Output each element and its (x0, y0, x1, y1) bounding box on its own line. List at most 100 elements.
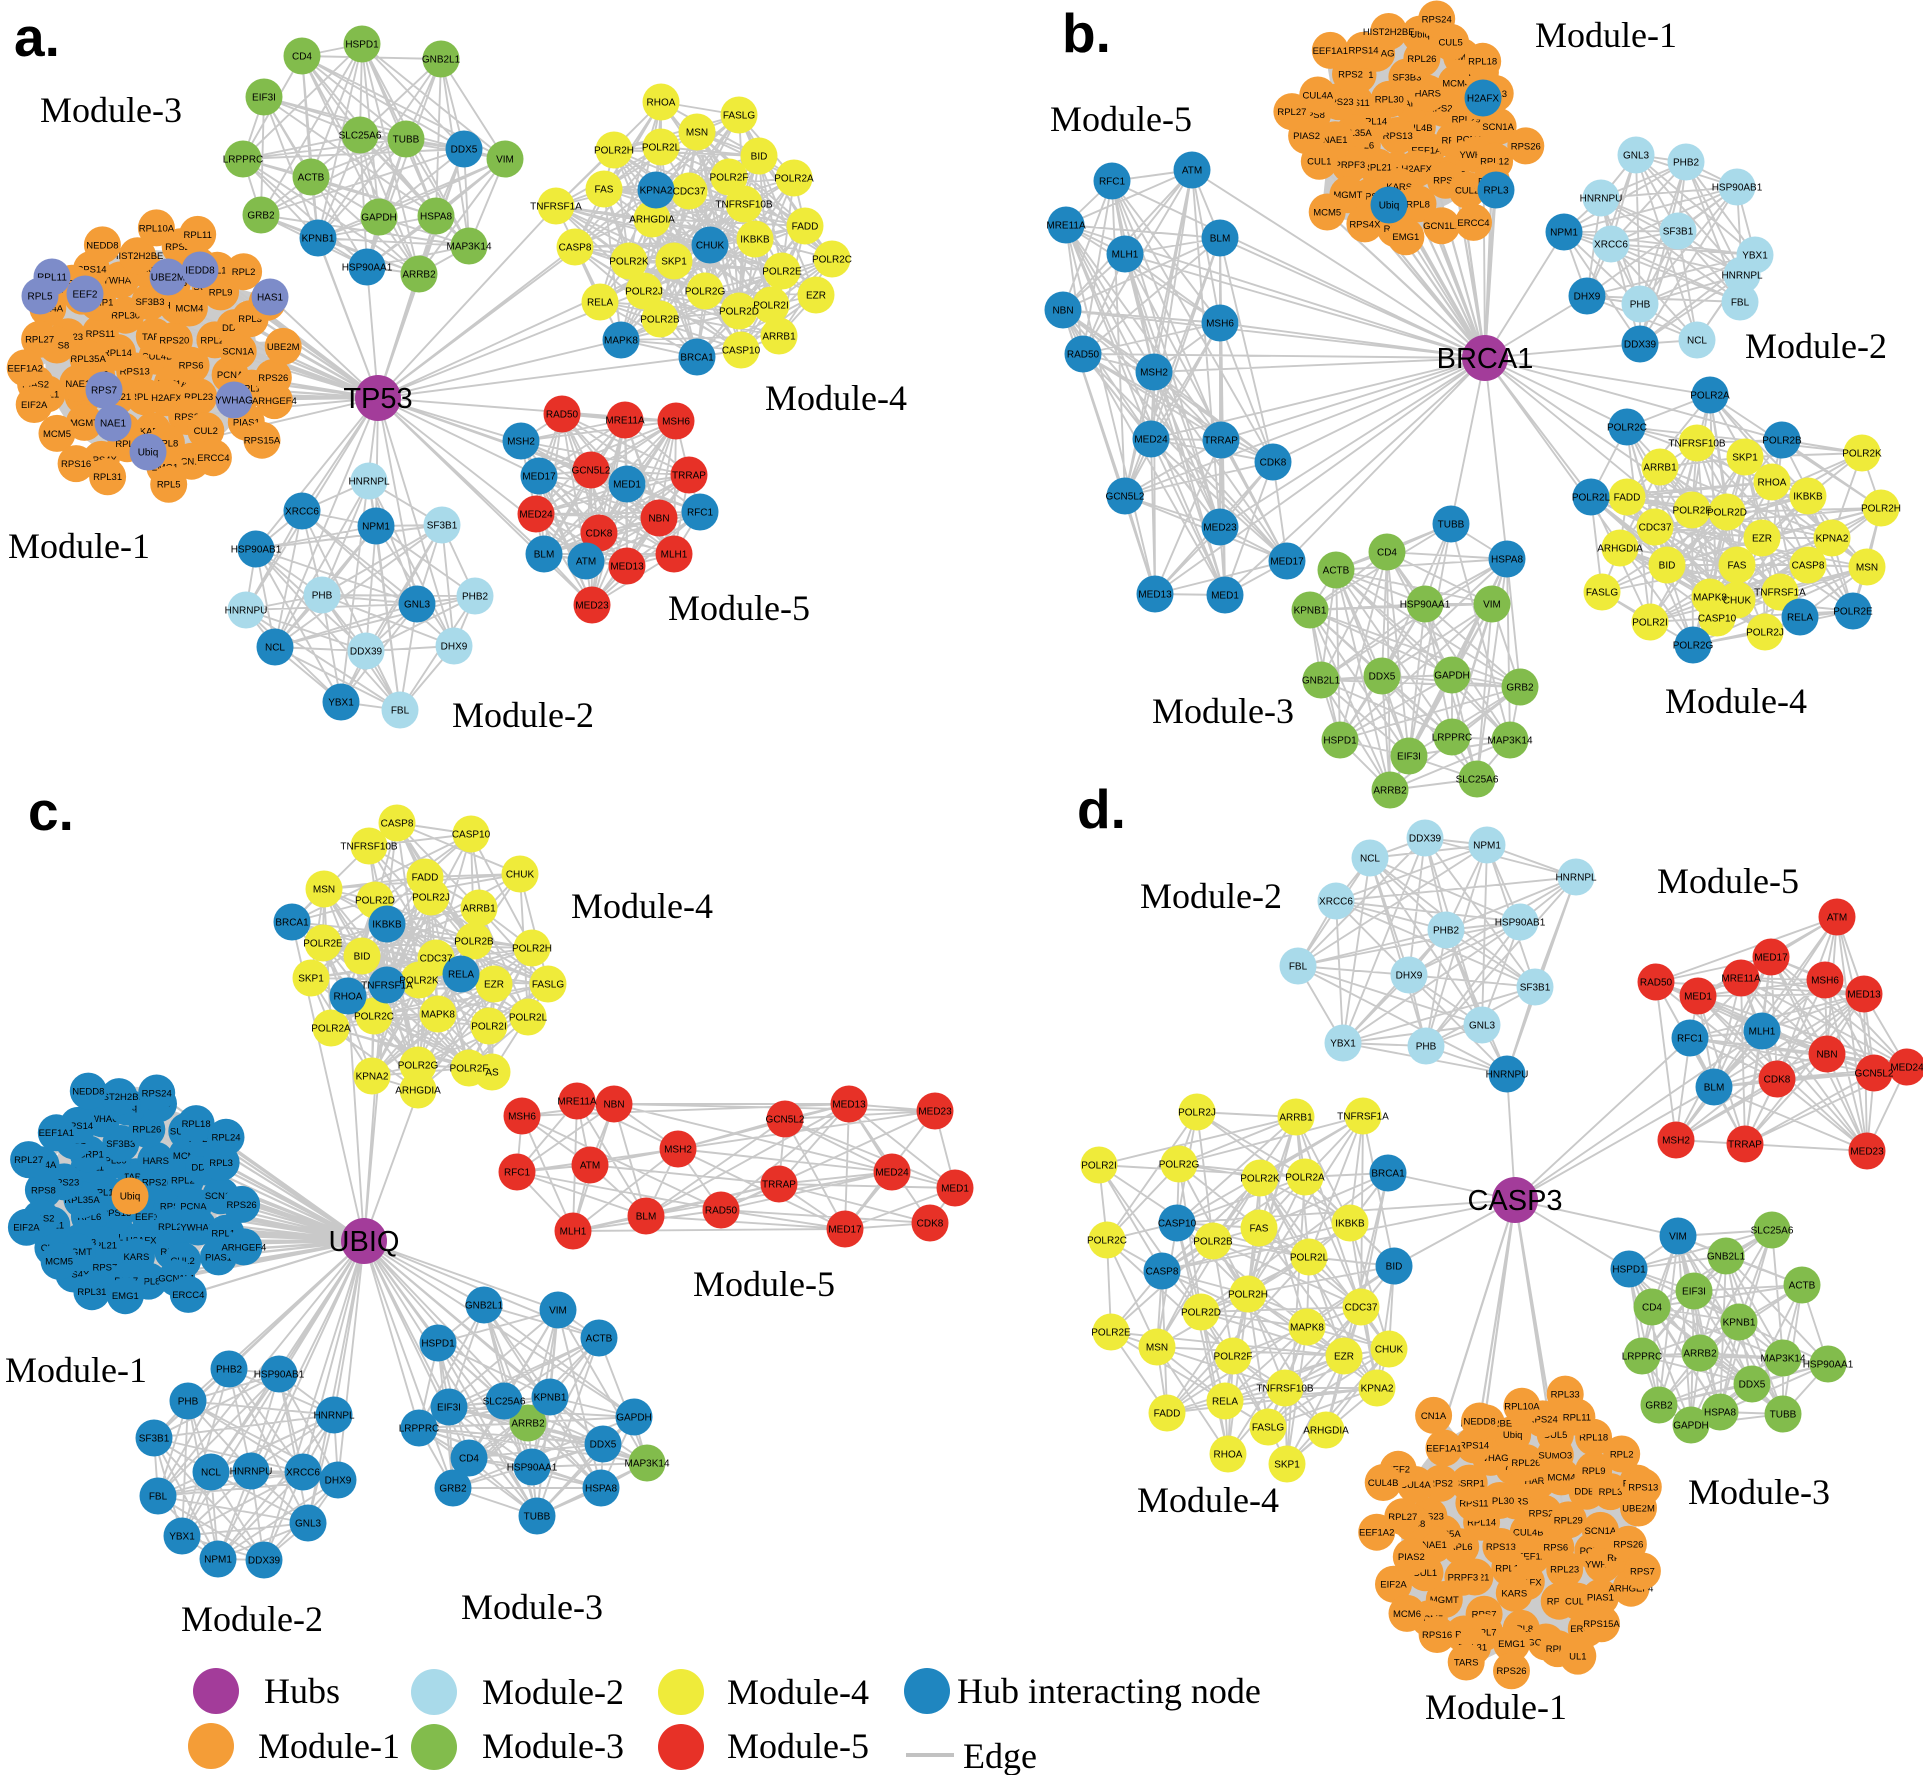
svg-text:RPL11: RPL11 (1563, 1413, 1591, 1424)
svg-text:RHOA: RHOA (1758, 477, 1787, 488)
svg-text:EIF3I: EIF3I (437, 1402, 461, 1413)
svg-text:TRRAP: TRRAP (1728, 1139, 1762, 1150)
svg-text:GNL3: GNL3 (404, 599, 431, 610)
svg-text:Hubs: Hubs (264, 1671, 340, 1711)
svg-text:Ubiq: Ubiq (1379, 200, 1400, 211)
svg-text:MED23: MED23 (575, 600, 609, 611)
svg-text:SCN1A: SCN1A (1585, 1526, 1617, 1537)
svg-text:DDX39: DDX39 (1624, 339, 1657, 350)
svg-text:BID: BID (354, 951, 371, 962)
svg-text:HSPA8: HSPA8 (420, 211, 452, 222)
svg-text:GCN5L2: GCN5L2 (1106, 491, 1145, 502)
svg-text:YBX1: YBX1 (328, 697, 354, 708)
svg-text:TARS: TARS (1454, 1657, 1479, 1668)
svg-text:GNB2L1: GNB2L1 (1302, 675, 1341, 686)
svg-text:POLR2C: POLR2C (1087, 1235, 1127, 1246)
svg-text:RPS26: RPS26 (227, 1200, 257, 1211)
svg-text:SF3B1: SF3B1 (1520, 982, 1551, 993)
svg-text:RPS14: RPS14 (1459, 1440, 1489, 1451)
svg-text:ERCC4: ERCC4 (172, 1290, 204, 1301)
svg-text:KPNA2: KPNA2 (1361, 1383, 1394, 1394)
svg-text:MED13: MED13 (1138, 589, 1172, 600)
svg-text:RPL3: RPL3 (1599, 1487, 1623, 1498)
svg-text:HSPD1: HSPD1 (421, 1338, 455, 1349)
svg-text:RPL31: RPL31 (93, 472, 122, 483)
svg-text:UBE2M: UBE2M (151, 272, 185, 283)
svg-text:NPM1: NPM1 (1473, 840, 1501, 851)
svg-text:HNRNPL: HNRNPL (348, 476, 390, 487)
svg-text:VIM: VIM (1669, 1231, 1687, 1242)
svg-text:MED17: MED17 (828, 1224, 862, 1235)
svg-text:GNB2L1: GNB2L1 (1707, 1251, 1746, 1262)
svg-text:Module-4: Module-4 (1137, 1480, 1279, 1520)
svg-text:MSH2: MSH2 (1662, 1135, 1690, 1146)
svg-text:GNL3: GNL3 (1623, 150, 1650, 161)
svg-text:TNFRSF1A: TNFRSF1A (530, 201, 582, 212)
svg-text:MED23: MED23 (1203, 522, 1237, 533)
svg-text:CHUK: CHUK (1375, 1344, 1404, 1355)
svg-text:DHX9: DHX9 (1574, 291, 1601, 302)
svg-text:EEF1A1: EEF1A1 (39, 1128, 74, 1139)
svg-text:NCL: NCL (1687, 335, 1707, 346)
svg-text:MLH1: MLH1 (661, 549, 688, 560)
svg-text:FAS: FAS (595, 184, 614, 195)
svg-text:RPS24: RPS24 (1422, 14, 1452, 25)
svg-text:BLM: BLM (636, 1211, 657, 1222)
svg-text:PHB: PHB (1630, 299, 1651, 310)
svg-text:RPS8: RPS8 (31, 1185, 56, 1196)
svg-text:HSP90AB1: HSP90AB1 (1712, 182, 1763, 193)
svg-text:CASP10: CASP10 (1158, 1218, 1197, 1229)
svg-text:Module-2: Module-2 (452, 695, 594, 735)
svg-text:TNFRSF1A: TNFRSF1A (1337, 1111, 1389, 1122)
svg-text:EMG1: EMG1 (1392, 232, 1419, 243)
svg-text:LRPPRC: LRPPRC (1432, 732, 1473, 743)
svg-text:NCL: NCL (201, 1467, 221, 1478)
svg-text:GCN5L2: GCN5L2 (766, 1114, 805, 1125)
svg-text:RFC1: RFC1 (504, 1167, 531, 1178)
svg-text:POLR2K: POLR2K (1842, 448, 1882, 459)
svg-text:Module-4: Module-4 (727, 1672, 869, 1712)
svg-text:RPS13: RPS13 (1628, 1482, 1658, 1493)
svg-text:EIF3I: EIF3I (1682, 1286, 1706, 1297)
svg-text:BID: BID (1386, 1261, 1403, 1272)
svg-text:HIST2H2BE: HIST2H2BE (1363, 27, 1415, 38)
svg-text:RPS14: RPS14 (1348, 46, 1378, 57)
svg-text:NPM1: NPM1 (204, 1554, 232, 1565)
svg-text:ARRB1: ARRB1 (462, 903, 496, 914)
svg-text:ATM: ATM (580, 1160, 600, 1171)
svg-text:Module-5: Module-5 (693, 1264, 835, 1304)
svg-text:POLR2D: POLR2D (1707, 507, 1747, 518)
svg-text:MSH2: MSH2 (1140, 367, 1168, 378)
svg-text:RELA: RELA (1787, 612, 1813, 623)
svg-text:ARRB2: ARRB2 (511, 1418, 545, 1429)
svg-text:CDC37: CDC37 (673, 186, 706, 197)
svg-text:Module-5: Module-5 (727, 1726, 869, 1766)
svg-text:FADD: FADD (792, 221, 819, 232)
svg-text:CDK8: CDK8 (917, 1218, 944, 1229)
svg-text:BRCA1: BRCA1 (1371, 1168, 1405, 1179)
svg-text:RPS16: RPS16 (61, 459, 91, 470)
svg-text:RPL9: RPL9 (209, 287, 233, 298)
svg-text:CUL4B: CUL4B (1368, 1478, 1399, 1489)
svg-text:ACTB: ACTB (586, 1333, 613, 1344)
svg-text:HAS1: HAS1 (257, 292, 284, 303)
svg-text:POLR2H: POLR2H (1861, 503, 1901, 514)
svg-text:CD4: CD4 (459, 1453, 479, 1464)
svg-text:GNL3: GNL3 (295, 1518, 322, 1529)
svg-text:LRPPRC: LRPPRC (223, 154, 264, 165)
svg-text:DDX39: DDX39 (350, 646, 383, 657)
svg-text:RPL27: RPL27 (1277, 107, 1306, 118)
svg-text:GNB2L1: GNB2L1 (422, 54, 461, 65)
svg-text:ARRB1: ARRB1 (1643, 462, 1677, 473)
svg-text:HSPA8: HSPA8 (1491, 554, 1523, 565)
svg-text:ARHGDIA: ARHGDIA (1303, 1425, 1349, 1436)
svg-text:KPNA2: KPNA2 (640, 185, 673, 196)
svg-text:DDX5: DDX5 (451, 144, 478, 155)
svg-text:CASP8: CASP8 (381, 818, 414, 829)
svg-text:FADD: FADD (1154, 1408, 1181, 1419)
svg-text:HSP90AA1: HSP90AA1 (1400, 599, 1451, 610)
svg-text:GCN1L1: GCN1L1 (1423, 221, 1460, 232)
svg-text:ARHGDIA: ARHGDIA (1597, 543, 1643, 554)
svg-text:TRRAP: TRRAP (672, 470, 706, 481)
svg-text:ATM: ATM (1827, 912, 1847, 923)
